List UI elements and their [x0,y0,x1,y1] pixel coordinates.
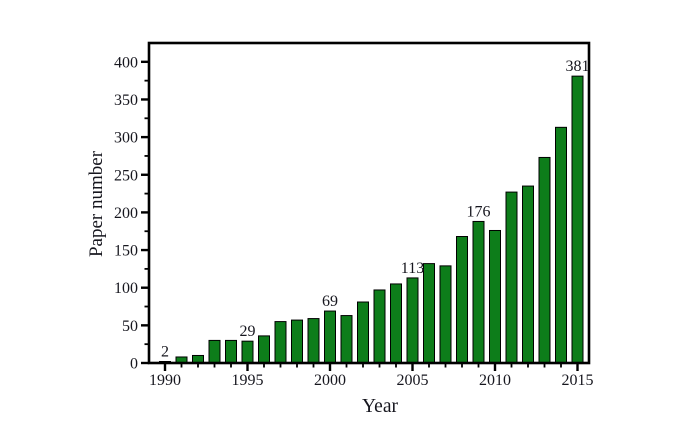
y-tick-label: 250 [114,167,138,184]
chart-plot-area: 0 50 100 150 200 250 300 350 400 1990 1995 2000 2005… [114,41,594,389]
y-tick-label: 150 [114,243,138,260]
x-tick-label: 1990 [149,372,181,389]
bar-2005 [406,277,419,364]
x-axis-title: Year [362,396,398,417]
bar-2001 [340,315,353,364]
bar-value-label: 381 [566,58,590,75]
y-tick-label: 350 [114,92,138,109]
bar-2008 [456,236,468,364]
x-tick-label: 2005 [397,372,429,389]
bar-value-label: 29 [240,323,256,340]
y-tick-label: 400 [114,54,138,71]
bar-2004 [390,283,402,364]
bar-2015 [571,75,584,364]
bar-2003 [373,289,386,364]
bar-1994 [225,339,237,364]
bar-1993 [208,339,221,364]
bar-2009 [472,220,485,364]
x-tick-label: 2010 [479,372,511,389]
bar-value-label: 2 [161,343,169,360]
bar-2006 [423,263,435,364]
bar-2000 [324,310,336,364]
y-tick-label: 300 [114,130,138,147]
bar-2013 [538,156,551,364]
bar-2014 [555,126,567,364]
plot-frame [147,41,591,365]
bar-value-label: 69 [322,293,338,310]
bar-2011 [505,191,518,364]
x-tick-label: 2000 [314,372,346,389]
bar-2012 [522,185,534,364]
y-tick-label: 100 [114,280,138,297]
bar-1999 [307,318,320,364]
bar-2007 [439,265,452,364]
x-tick-label: 1995 [232,372,264,389]
x-tick-label: 2015 [562,372,594,389]
y-axis-title: Paper number [86,150,107,257]
y-tick-label: 200 [114,205,138,222]
bar-value-label: 113 [401,260,424,277]
bar-1997 [274,321,287,364]
bar-2010 [489,229,501,364]
bar-1995 [241,340,254,364]
bar-1996 [258,335,270,364]
bar-2002 [357,301,369,364]
y-tick-label: 50 [122,318,138,335]
bar-value-label: 176 [467,203,491,220]
y-tick-label: 0 [130,356,138,373]
bar-1998 [291,319,303,364]
